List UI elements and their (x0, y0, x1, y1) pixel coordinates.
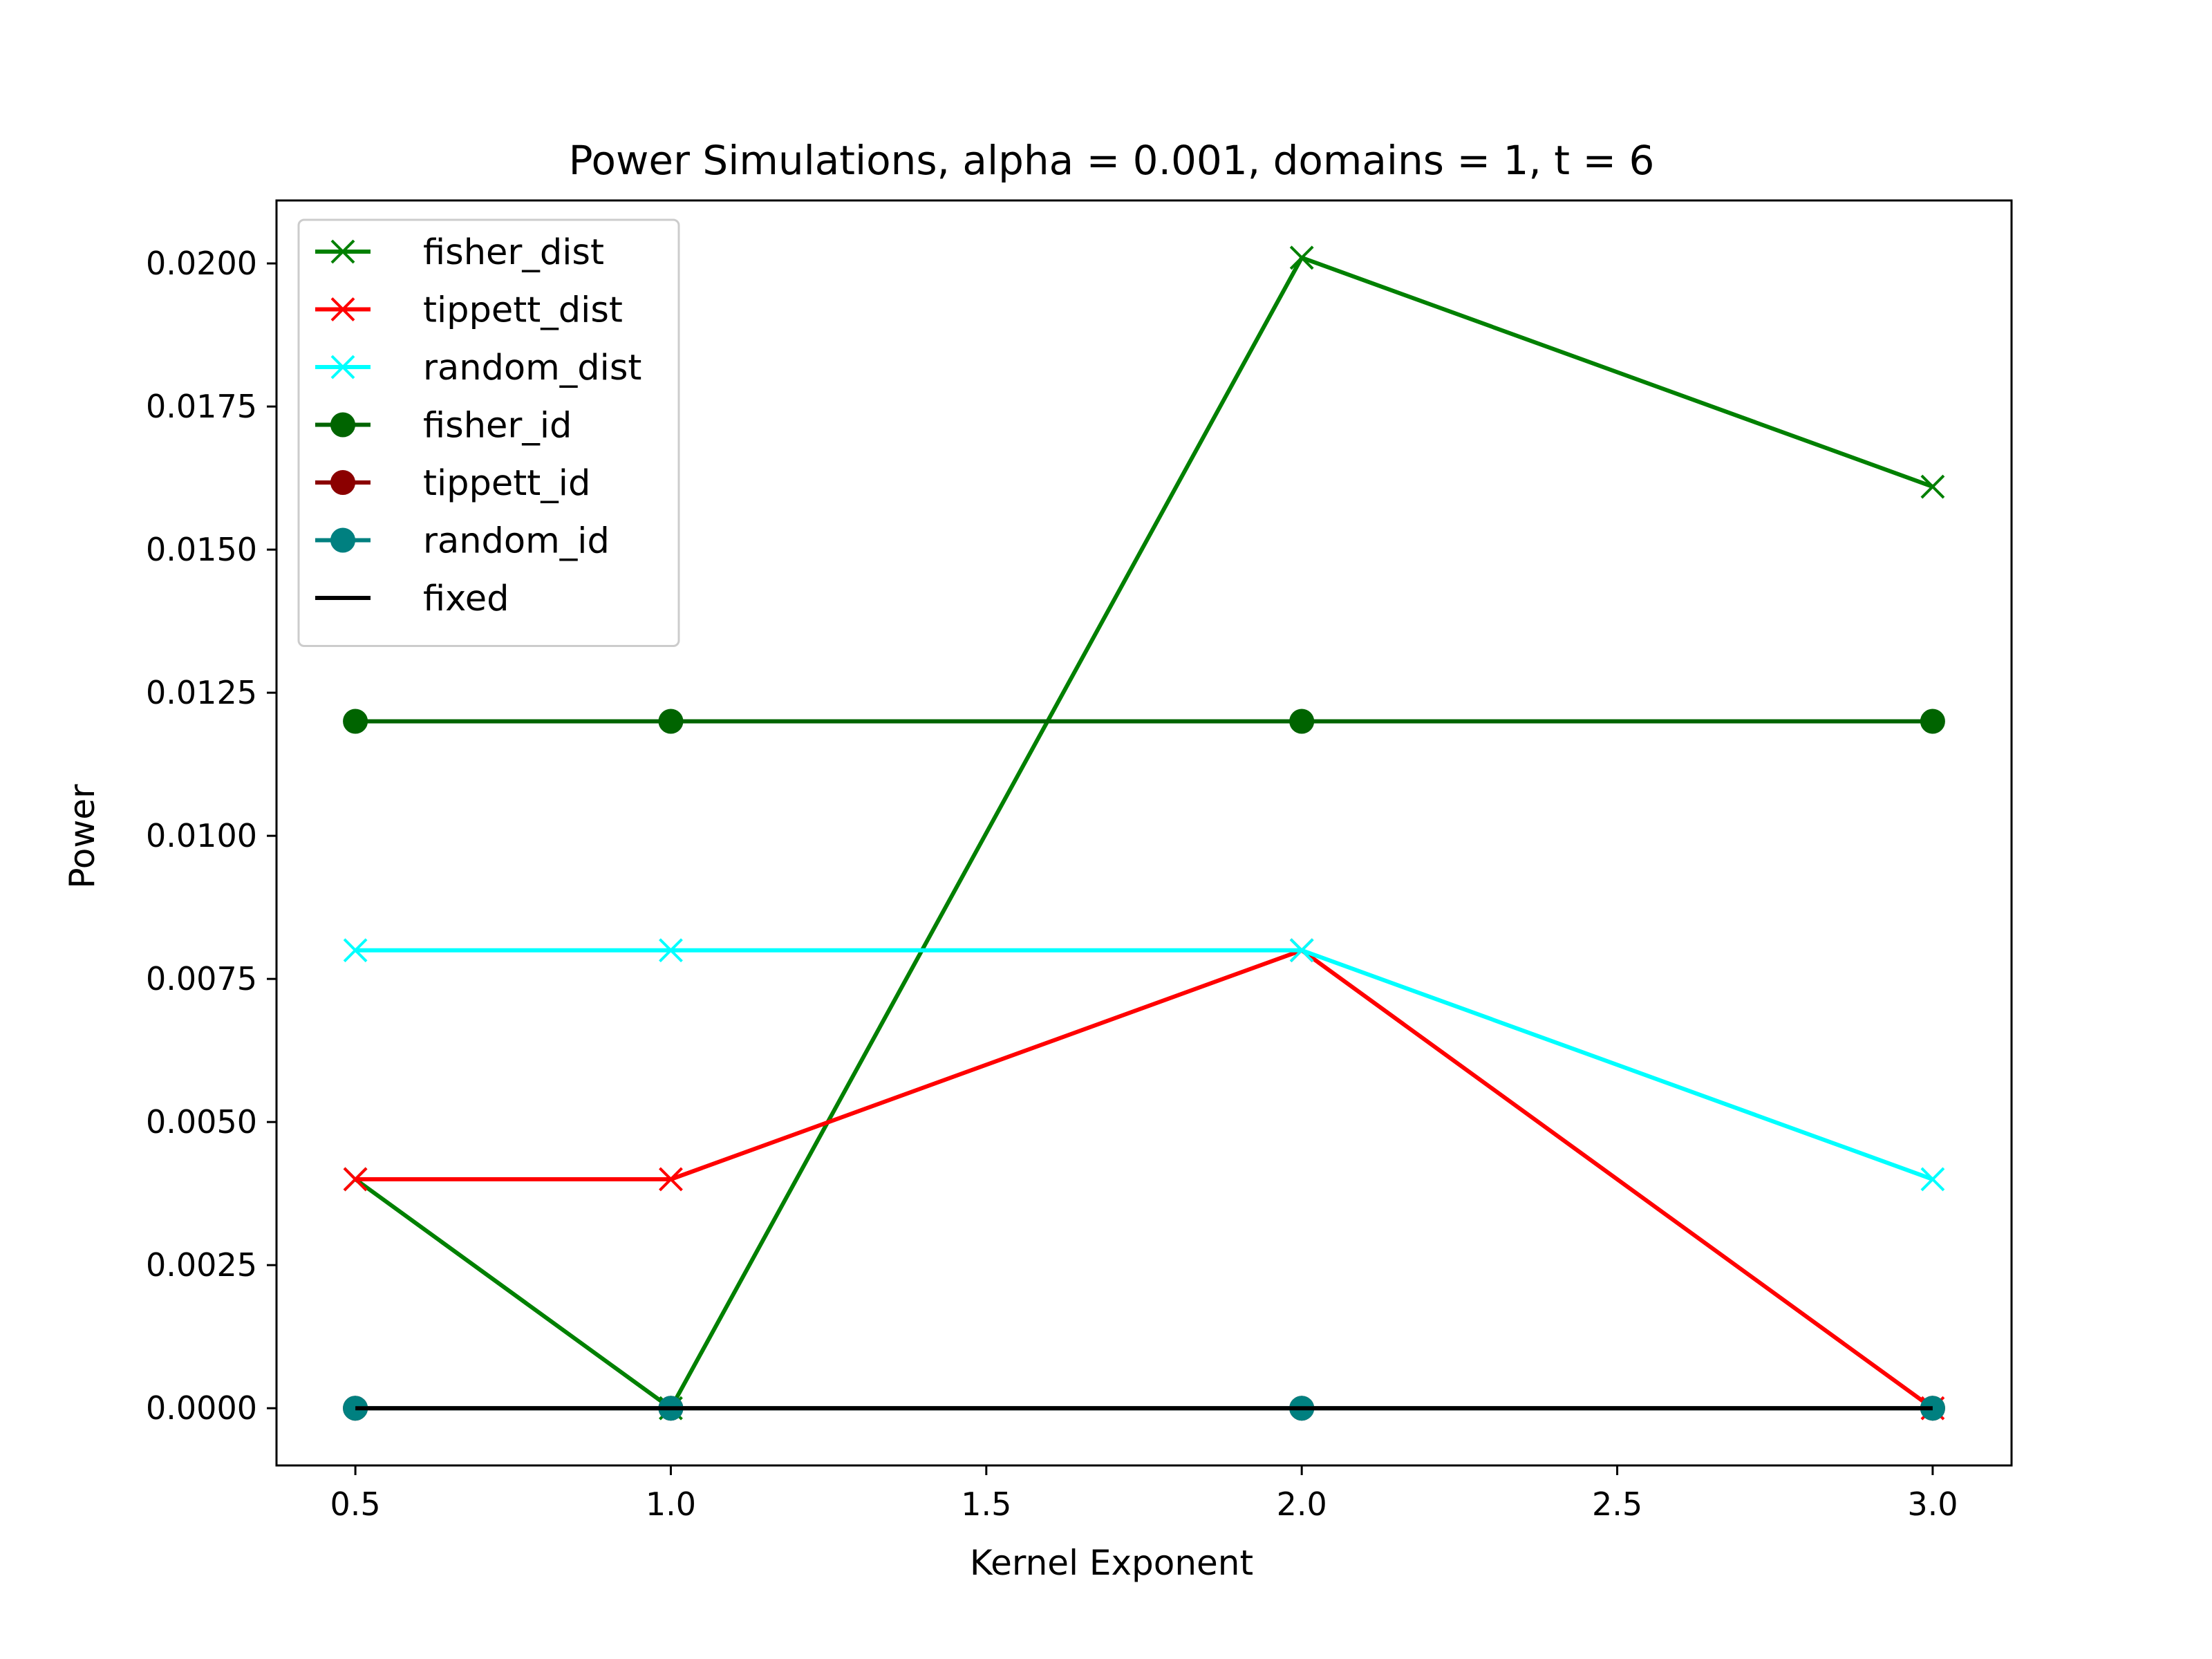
legend-label: tippett_id (423, 463, 590, 504)
legend-label: random_dist (423, 348, 641, 388)
series-line-tippett_dist (355, 948, 1934, 1410)
legend-entry-tippett_dist: tippett_dist (315, 290, 623, 331)
data-point-fisher_dist (1920, 474, 1945, 499)
legend-marker (330, 355, 355, 379)
series-random_dist (343, 938, 1945, 1192)
x-tick-label: 0.5 (330, 1485, 381, 1523)
series-line-random_dist (355, 948, 1933, 1181)
data-point-random_dist (343, 938, 368, 963)
legend-entry-fisher_dist: fisher_dist (315, 232, 604, 273)
series-fisher_id (343, 709, 1945, 734)
legend-entry-fixed: fixed (315, 579, 509, 619)
y-tick-label: 0.0200 (146, 245, 257, 282)
data-point-random_dist (1920, 1167, 1945, 1192)
x-axis-label: Kernel Exponent (970, 1543, 1253, 1583)
x-tick-label: 2.5 (1592, 1485, 1642, 1523)
legend-entry-random_id: random_id (315, 521, 610, 562)
y-tick-label: 0.0150 (146, 531, 257, 568)
legend: fisher_dist tippett_dist random_distfisher… (297, 218, 680, 647)
data-point-random_dist (1289, 938, 1314, 963)
legend-label: fixed (423, 579, 509, 619)
legend-label: fisher_dist (423, 232, 604, 273)
x-tick-label: 1.0 (646, 1485, 696, 1523)
axes: 0.5 1.0 1.5 2.0 2.5 3.0 0.0000 0.0025 0.0050 0.00… (146, 199, 2013, 1523)
legend-entry-random_dist: random_dist (315, 348, 641, 388)
legend-marker (330, 239, 355, 264)
data-point-fisher_id (343, 709, 368, 734)
legend-entry-tippett_id: tippett_id (315, 463, 590, 504)
data-point-random_dist (659, 938, 683, 963)
y-tick-label: 0.0100 (146, 817, 257, 854)
x-tick-label: 1.5 (961, 1485, 1011, 1523)
legend-box (297, 218, 680, 647)
data-point-tippett_dist (659, 1167, 683, 1192)
y-tick-label: 0.0025 (146, 1246, 257, 1284)
legend-marker (330, 527, 355, 553)
y-tick-label: 0.0050 (146, 1103, 257, 1141)
legend-label: random_id (423, 521, 610, 562)
legend-label: tippett_dist (423, 290, 623, 331)
y-tick-label: 0.0125 (146, 674, 257, 711)
y-tick-label: 0.0075 (146, 960, 257, 997)
legend-label: fisher_id (423, 406, 572, 447)
data-point-tippett_dist (343, 1167, 368, 1192)
x-tick-label: 2.0 (1277, 1485, 1327, 1523)
plot-area (343, 245, 1945, 1421)
data-point-fisher_id (1289, 709, 1315, 734)
y-tick-label: 0.0175 (146, 388, 257, 425)
y-axis-label: Power (62, 784, 102, 889)
data-point-fisher_dist (1289, 245, 1314, 270)
chart-title: Power Simulations, alpha = 0.001, domain… (569, 137, 1655, 184)
data-point-fisher_id (658, 709, 684, 734)
legend-entry-fisher_id: fisher_id (315, 406, 572, 447)
x-tick-label: 3.0 (1907, 1485, 1958, 1523)
y-tick-label: 0.0000 (146, 1389, 257, 1427)
axes-frame (275, 199, 2013, 1467)
series-line-fisher_dist (354, 255, 1933, 1411)
data-point-fisher_id (1920, 709, 1945, 734)
legend-marker (330, 297, 355, 321)
legend-marker (330, 470, 355, 495)
legend-marker (330, 412, 355, 438)
